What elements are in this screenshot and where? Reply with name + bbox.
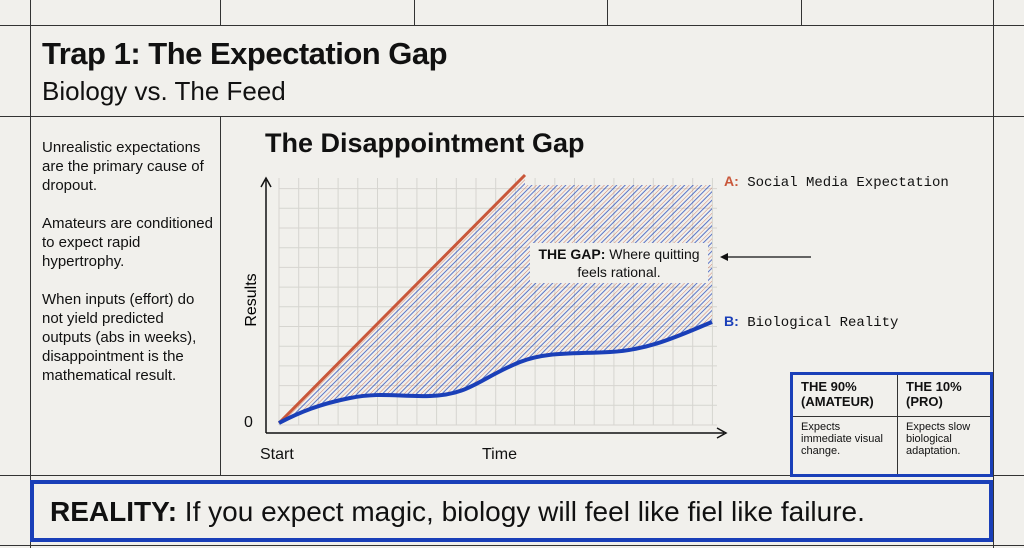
left-panel: Unrealistic expectations are the primary… (42, 138, 217, 404)
x-axis-label: Time (482, 446, 517, 463)
paragraph: Unrealistic expectations are the primary… (42, 139, 204, 194)
legend-series-a: A: Social Media Expectation (724, 173, 949, 191)
y-axis-label: Results (243, 273, 260, 326)
grid-line (0, 475, 1024, 476)
legend-series-b: B: Biological Reality (724, 313, 898, 331)
page-title: Trap 1: The Expectation Gap (42, 36, 448, 71)
grid-line (220, 116, 221, 475)
table-header-pro: THE 10% (PRO) (898, 375, 990, 417)
gap-annotation-text: Where quitting feels rational. (577, 246, 700, 280)
table-cell-pro: Expects slow biological adaptation. (906, 421, 971, 457)
grid-line (801, 0, 802, 25)
series-a-label: Social Media Expectation (747, 175, 949, 191)
paragraph: Amateurs are conditioned to expect rapid… (42, 215, 213, 270)
y-axis-arrow-icon (260, 176, 272, 188)
grid-line (220, 0, 221, 25)
x-start-label: Start (260, 446, 294, 463)
gap-hatched-area (279, 175, 712, 423)
grid-line (414, 0, 415, 25)
reality-banner: REALITY: If you expect magic, biology wi… (30, 480, 993, 542)
grid-line (0, 116, 1024, 117)
table-header-amateur: THE 90% (AMATEUR) (793, 375, 898, 417)
grid-line (0, 545, 1024, 546)
x-axis-arrow-icon (716, 427, 728, 439)
series-b-curve (278, 320, 713, 425)
series-a-line (277, 173, 527, 425)
arrow-left-icon (720, 253, 728, 261)
grid-line (993, 0, 994, 548)
y-origin-label: 0 (244, 414, 253, 431)
gap-annotation: THE GAP: Where quitting feels rational. (530, 243, 708, 283)
paragraph: When inputs (effort) do not yield predic… (42, 291, 197, 384)
table-cell-amateur: Expects immediate visual change. (793, 417, 898, 474)
series-b-marker: B: (724, 313, 739, 329)
grid-line (30, 0, 31, 548)
grid-line (607, 0, 608, 25)
grid-line (0, 25, 1024, 26)
diagram-title: The Disappointment Gap (265, 128, 585, 158)
comparison-table: THE 90% (AMATEUR) THE 10% (PRO) Expects … (790, 372, 993, 477)
banner-text: If you expect magic, biology will feel l… (177, 496, 865, 527)
page-subtitle: Biology vs. The Feed (42, 76, 286, 106)
series-b-label: Biological Reality (747, 315, 899, 331)
banner-bold: REALITY: (50, 496, 178, 527)
gap-annotation-bold: THE GAP: (538, 246, 606, 262)
series-a-marker: A: (724, 173, 739, 189)
